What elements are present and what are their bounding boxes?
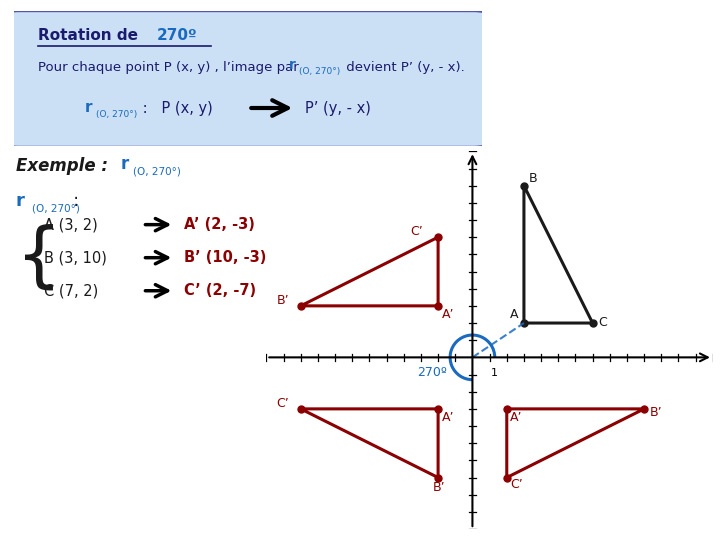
Text: C’: C’ bbox=[410, 226, 423, 239]
Text: B (3, 10): B (3, 10) bbox=[45, 250, 107, 265]
Text: A’: A’ bbox=[510, 411, 523, 424]
Text: 1: 1 bbox=[491, 368, 498, 378]
Text: (O, 270°): (O, 270°) bbox=[299, 67, 340, 76]
Text: r: r bbox=[289, 58, 296, 72]
Text: (O, 270°): (O, 270°) bbox=[133, 166, 181, 177]
Text: devient P’ (y, - x).: devient P’ (y, - x). bbox=[342, 61, 464, 74]
FancyBboxPatch shape bbox=[5, 11, 487, 147]
Text: C’: C’ bbox=[510, 478, 523, 491]
Text: r: r bbox=[85, 100, 92, 116]
Text: A’ (2, -3): A’ (2, -3) bbox=[184, 217, 255, 232]
Text: 270º: 270º bbox=[418, 366, 447, 379]
Text: :: : bbox=[68, 192, 79, 210]
Text: {: { bbox=[16, 223, 62, 292]
Text: B’: B’ bbox=[433, 481, 446, 494]
Text: A: A bbox=[510, 308, 518, 321]
Text: :   P (x, y): : P (x, y) bbox=[138, 100, 213, 116]
Text: (O, 270°): (O, 270°) bbox=[32, 203, 79, 213]
Text: B: B bbox=[529, 172, 538, 185]
Text: Rotation de: Rotation de bbox=[38, 28, 143, 43]
Text: C’: C’ bbox=[276, 397, 289, 410]
Text: (O, 270°): (O, 270°) bbox=[96, 110, 138, 119]
Text: B’ (10, -3): B’ (10, -3) bbox=[184, 250, 266, 265]
Text: A (3, 2): A (3, 2) bbox=[45, 217, 98, 232]
Text: P’ (y, - x): P’ (y, - x) bbox=[305, 100, 370, 116]
Text: C (7, 2): C (7, 2) bbox=[45, 284, 99, 298]
Text: C’ (2, -7): C’ (2, -7) bbox=[184, 284, 256, 298]
Text: Pour chaque point P (x, y) , l’image par: Pour chaque point P (x, y) , l’image par bbox=[38, 61, 303, 74]
Text: C: C bbox=[598, 316, 606, 329]
Text: B’: B’ bbox=[649, 406, 662, 419]
Text: A’: A’ bbox=[441, 308, 454, 321]
Text: 270º: 270º bbox=[157, 28, 198, 43]
Text: B’: B’ bbox=[276, 294, 289, 307]
Text: A’: A’ bbox=[441, 411, 454, 424]
Text: r: r bbox=[16, 192, 24, 210]
Text: Exemple :: Exemple : bbox=[16, 157, 114, 175]
Text: r: r bbox=[120, 155, 129, 173]
